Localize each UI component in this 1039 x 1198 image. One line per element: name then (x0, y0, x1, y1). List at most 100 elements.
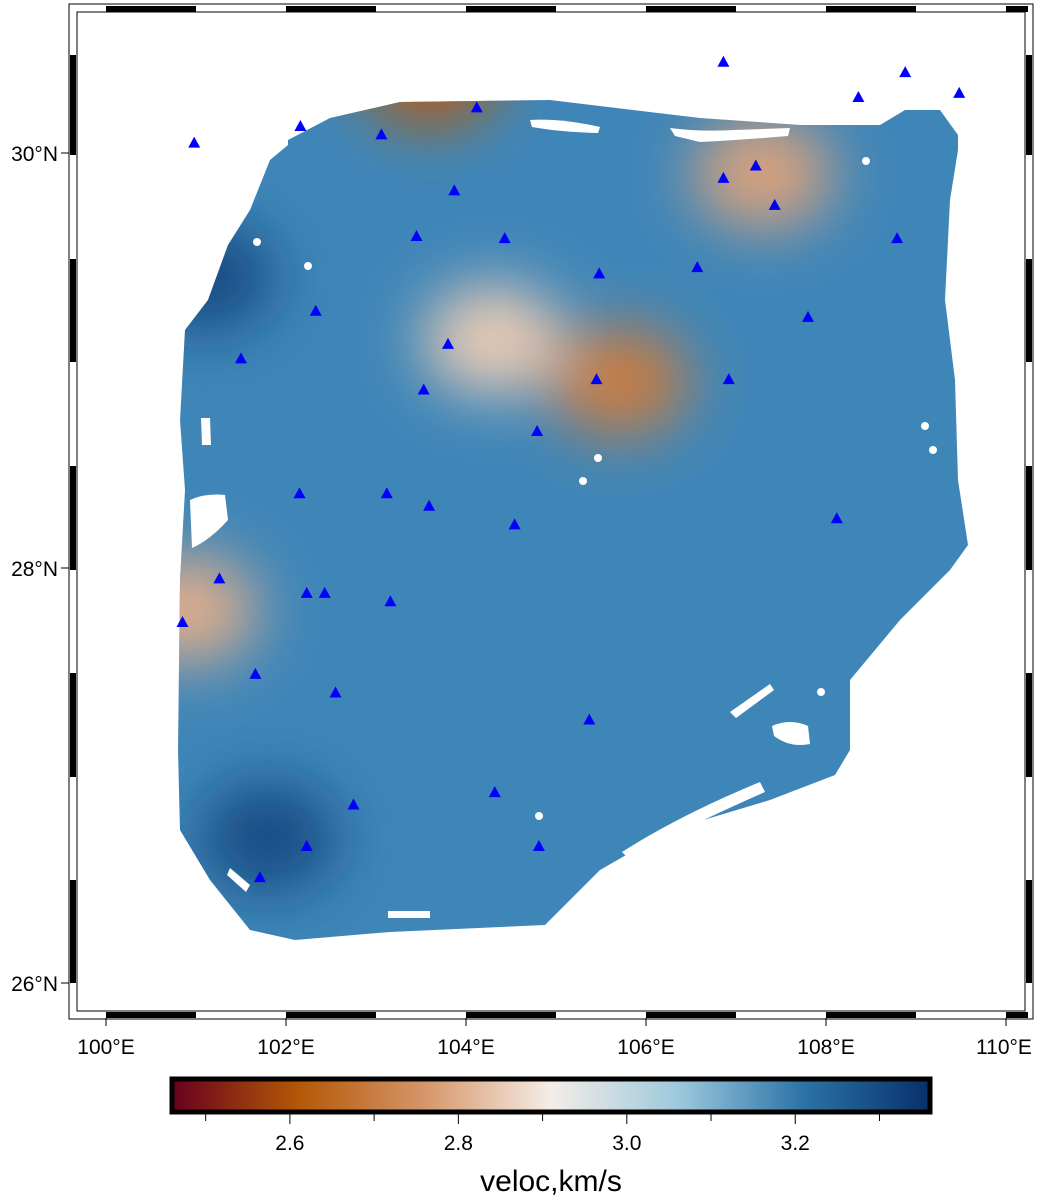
station-triangle (375, 128, 388, 140)
frame-segment (70, 466, 76, 570)
station-triangle (347, 798, 360, 810)
frame-outer-border (68, 3, 1034, 1020)
station-triangle (852, 90, 865, 102)
x-tick-label: 104°E (437, 1036, 494, 1059)
station-triangle (768, 198, 781, 210)
station-triangle (300, 840, 313, 852)
gap-dot (304, 262, 312, 270)
station-triangle (448, 184, 461, 196)
frame-segment (70, 673, 76, 777)
gap-dot (862, 157, 870, 165)
frame-segment (646, 1012, 736, 1018)
velocity-anomaly (178, 554, 257, 665)
frame-segment (466, 1012, 556, 1018)
frame-segment (70, 880, 76, 983)
velocity-anomaly (693, 118, 833, 229)
station-triangle (531, 425, 544, 437)
frame-segment (826, 1012, 916, 1018)
station-triangle (249, 667, 262, 679)
station-triangle (253, 871, 266, 883)
velocity-field (178, 0, 968, 940)
station-triangle (532, 840, 545, 852)
gap-dot (253, 238, 261, 246)
frame-segment (466, 6, 556, 12)
station-triangle (717, 171, 730, 183)
station-triangle (380, 487, 393, 499)
station-triangle (470, 101, 483, 113)
x-tick-label: 110°E (976, 1036, 1032, 1059)
station-triangle (410, 230, 423, 241)
frame-segment (826, 6, 916, 12)
station-triangle (749, 159, 762, 171)
station-triangle (235, 352, 247, 364)
station-triangle (802, 310, 814, 322)
colorbar-title: veloc,km/s (480, 1165, 622, 1198)
gap-dot (579, 477, 587, 485)
gap-east-strip (730, 684, 774, 718)
station-triangle (188, 136, 201, 148)
y-axis: 26°N28°N30°N32°N34°N (11, 143, 69, 996)
gap-north-strip (530, 119, 600, 133)
frame-segment (646, 6, 736, 12)
station-triangle (953, 86, 966, 98)
frame-segment (106, 6, 196, 12)
station-triangle (417, 383, 430, 395)
station-triangle (329, 686, 342, 698)
y-tick-label: 28°N (11, 558, 58, 581)
station-triangle (722, 373, 735, 385)
x-tick-label: 108°E (797, 1036, 854, 1059)
station-triangle (384, 595, 397, 607)
station-triangle (176, 615, 189, 627)
station-triangle (717, 55, 730, 67)
gap-northeast-strip (670, 128, 790, 142)
frame-segment (1026, 466, 1032, 570)
colorbar-ramp (169, 1076, 933, 1115)
station-triangle (583, 713, 596, 725)
station-markers (176, 55, 966, 883)
frame-segment (1026, 55, 1032, 155)
gap-southeast-strip (622, 782, 765, 858)
velocity-anomaly (549, 326, 689, 437)
gap-southwest-strip (227, 868, 250, 892)
station-triangle (593, 267, 606, 279)
frame-segment (1006, 6, 1028, 12)
frame-segment (70, 55, 76, 155)
velocity-anomaly (441, 0, 581, 1)
gap-east-blob (772, 722, 810, 745)
gap-west-blob (190, 494, 228, 548)
station-triangle (293, 487, 306, 499)
station-triangle (891, 232, 904, 244)
station-triangle (498, 232, 511, 244)
velocity-anomaly (198, 782, 338, 893)
station-triangle (300, 586, 313, 598)
frame-segment (1026, 673, 1032, 777)
x-tick-label: 106°E (617, 1036, 674, 1059)
station-triangle (508, 518, 521, 530)
x-tick-label: 102°E (257, 1036, 314, 1059)
data-gaps (190, 119, 937, 918)
colorbar-tick-label: 3.2 (781, 1132, 810, 1155)
station-triangle (294, 120, 307, 132)
colorbar: 2.6 2.8 3.0 3.2 veloc,km/s (169, 1076, 933, 1198)
colorbar-tick-label: 2.6 (275, 1132, 304, 1155)
frame-segment (70, 259, 76, 362)
velocity-anomaly (423, 284, 563, 395)
y-tick-label: 26°N (11, 973, 58, 996)
gap-west-strip (201, 418, 211, 445)
station-triangle (423, 499, 436, 511)
gap-dot (594, 454, 602, 462)
station-triangle (899, 66, 912, 78)
colorbar-tick-label: 2.8 (444, 1132, 473, 1155)
station-triangle (830, 512, 843, 524)
frame-segment (286, 6, 376, 12)
gap-dot (921, 422, 929, 430)
frame-segment (1026, 880, 1032, 983)
velocity-anomaly (178, 222, 275, 333)
gap-dot (535, 812, 543, 820)
station-triangle (318, 586, 331, 598)
y-tick-label: 30°N (11, 143, 58, 166)
frame-segment (286, 1012, 376, 1018)
map-frame (68, 3, 1034, 1020)
colorbar-tick-label: 3.0 (612, 1132, 641, 1155)
